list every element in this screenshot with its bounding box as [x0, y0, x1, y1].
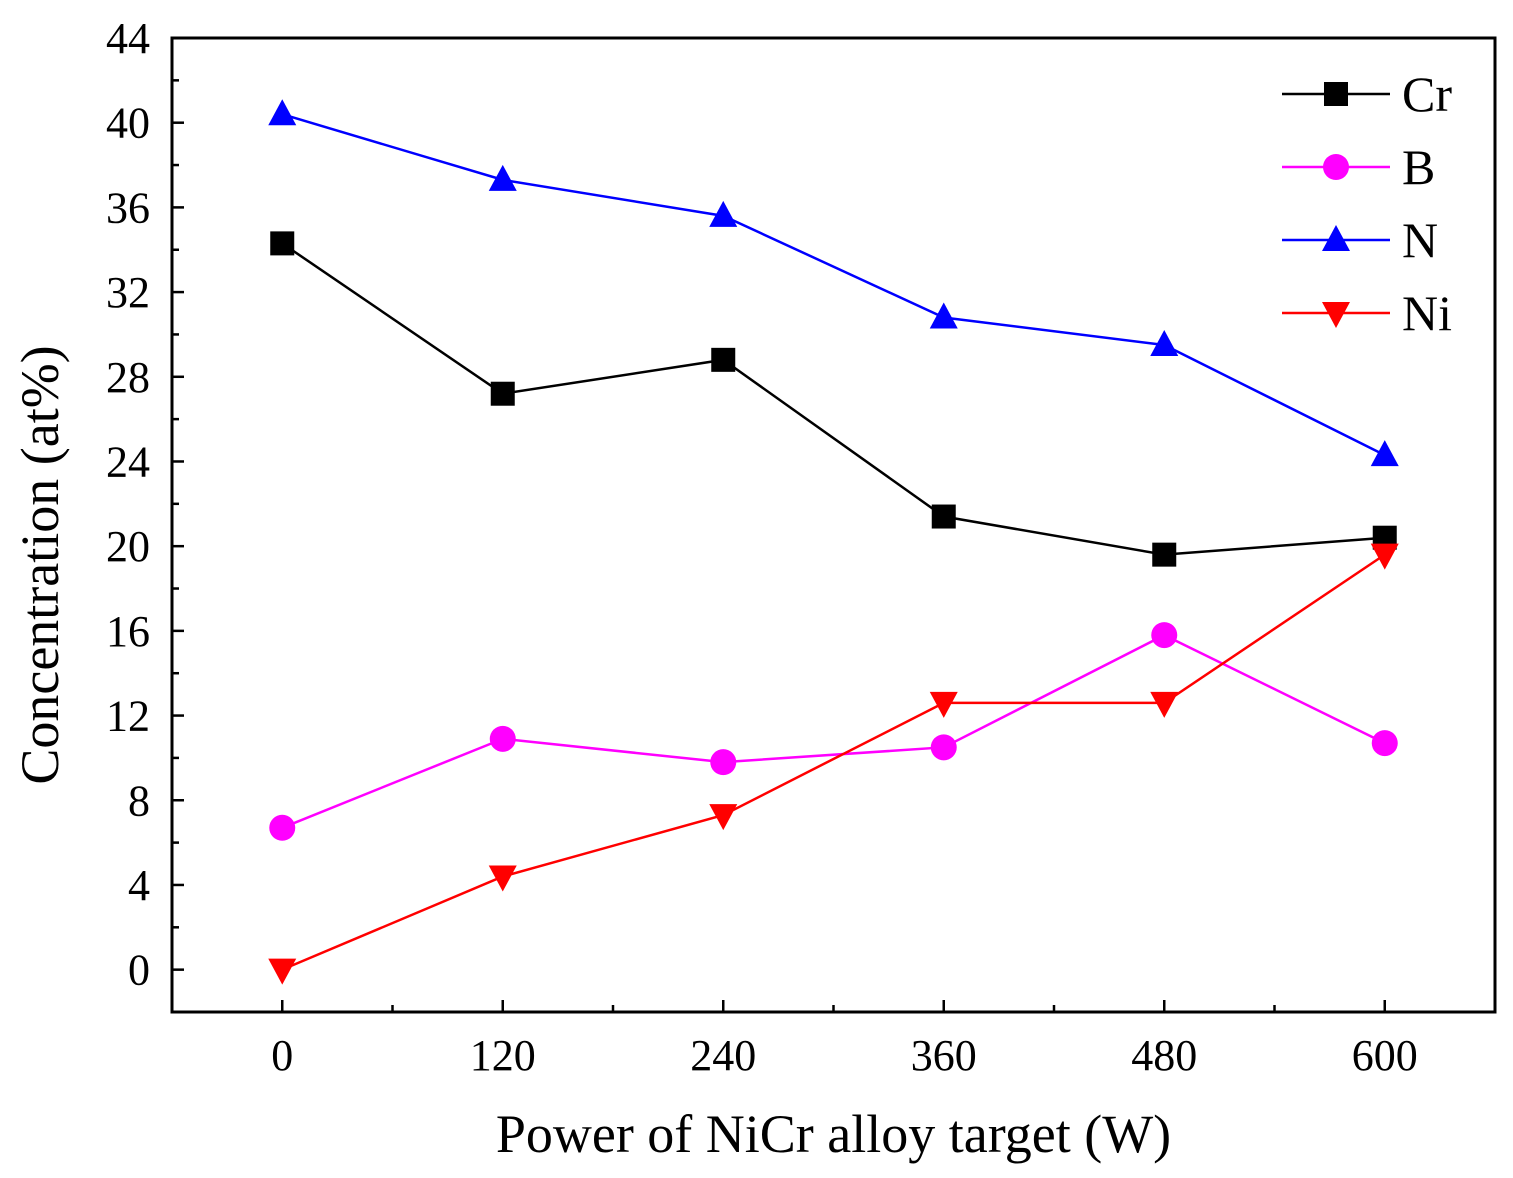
x-axis: 0 120 240 360 480 600: [271, 1000, 1418, 1080]
legend-item-ni: Ni: [1282, 285, 1452, 341]
y-axis-title: Concentration (at%): [10, 345, 70, 784]
data-point-cr: [1152, 542, 1177, 567]
x-tick-label: 480: [1131, 1031, 1197, 1080]
data-point-b: [1151, 622, 1178, 649]
y-tick-label: 44: [106, 14, 150, 63]
y-tick-label: 28: [106, 353, 150, 402]
legend-label-cr: Cr: [1402, 66, 1452, 122]
data-point-n: [709, 200, 738, 227]
data-point-ni: [1150, 691, 1179, 718]
series-line-n: [281, 113, 1386, 457]
data-point-cr: [711, 347, 736, 372]
series-line-ni: [281, 553, 1386, 971]
series-ni: [268, 543, 1399, 985]
legend-label-n: N: [1402, 212, 1438, 268]
data-point-b: [930, 734, 957, 761]
series-layer: [268, 99, 1399, 985]
data-point-ni: [929, 691, 958, 718]
legend-marker-n: [1322, 225, 1350, 251]
legend-marker-ni: [1322, 302, 1350, 328]
legend-marker-b: [1323, 154, 1349, 180]
x-tick-label: 240: [690, 1031, 756, 1080]
data-point-ni: [488, 865, 517, 892]
data-point-b: [710, 749, 737, 776]
y-tick-label: 0: [128, 946, 150, 995]
data-point-n: [488, 164, 517, 191]
y-tick-label: 12: [106, 692, 150, 741]
data-point-b: [269, 814, 296, 841]
series-cr: [270, 231, 1397, 567]
data-point-ni: [268, 958, 297, 985]
x-axis-title: Power of NiCr alloy target (W): [496, 1104, 1171, 1164]
series-line-cr: [281, 242, 1385, 556]
data-point-n: [1370, 440, 1399, 467]
data-point-b: [489, 725, 516, 752]
data-point-ni: [1370, 543, 1399, 570]
y-tick-label: 16: [106, 607, 150, 656]
y-tick-label: 4: [128, 861, 150, 910]
legend-label-ni: Ni: [1402, 285, 1452, 341]
data-point-n: [1150, 330, 1179, 357]
x-tick-label: 120: [470, 1031, 536, 1080]
y-axis: 0 4 8 12 16 20 24 28 32 36 40 44: [106, 14, 184, 995]
legend-item-n: N: [1282, 212, 1438, 268]
data-point-n: [929, 302, 958, 329]
y-tick-label: 40: [106, 99, 150, 148]
legend-item-b: B: [1282, 139, 1435, 195]
series-b: [269, 622, 1398, 841]
data-point-cr: [931, 504, 956, 529]
data-point-ni: [709, 804, 738, 831]
y-tick-label: 20: [106, 522, 150, 571]
x-tick-label: 600: [1352, 1031, 1418, 1080]
y-tick-label: 36: [106, 183, 150, 232]
y-tick-label: 24: [106, 437, 150, 486]
plot-area-frame: [170, 36, 1497, 1014]
x-tick-label: 0: [271, 1031, 293, 1080]
data-point-b: [1371, 730, 1398, 757]
legend-label-b: B: [1402, 139, 1435, 195]
x-tick-label: 360: [911, 1031, 977, 1080]
y-tick-label: 32: [106, 268, 150, 317]
data-point-cr: [490, 381, 515, 406]
y-tick-label: 8: [128, 776, 150, 825]
data-point-cr: [270, 231, 295, 256]
series-line-b: [281, 633, 1386, 829]
legend-item-cr: Cr: [1282, 66, 1452, 122]
data-point-n: [268, 99, 297, 126]
legend-marker-cr: [1324, 82, 1348, 106]
legend: Cr BN Ni: [1282, 66, 1452, 341]
series-n: [268, 99, 1399, 467]
